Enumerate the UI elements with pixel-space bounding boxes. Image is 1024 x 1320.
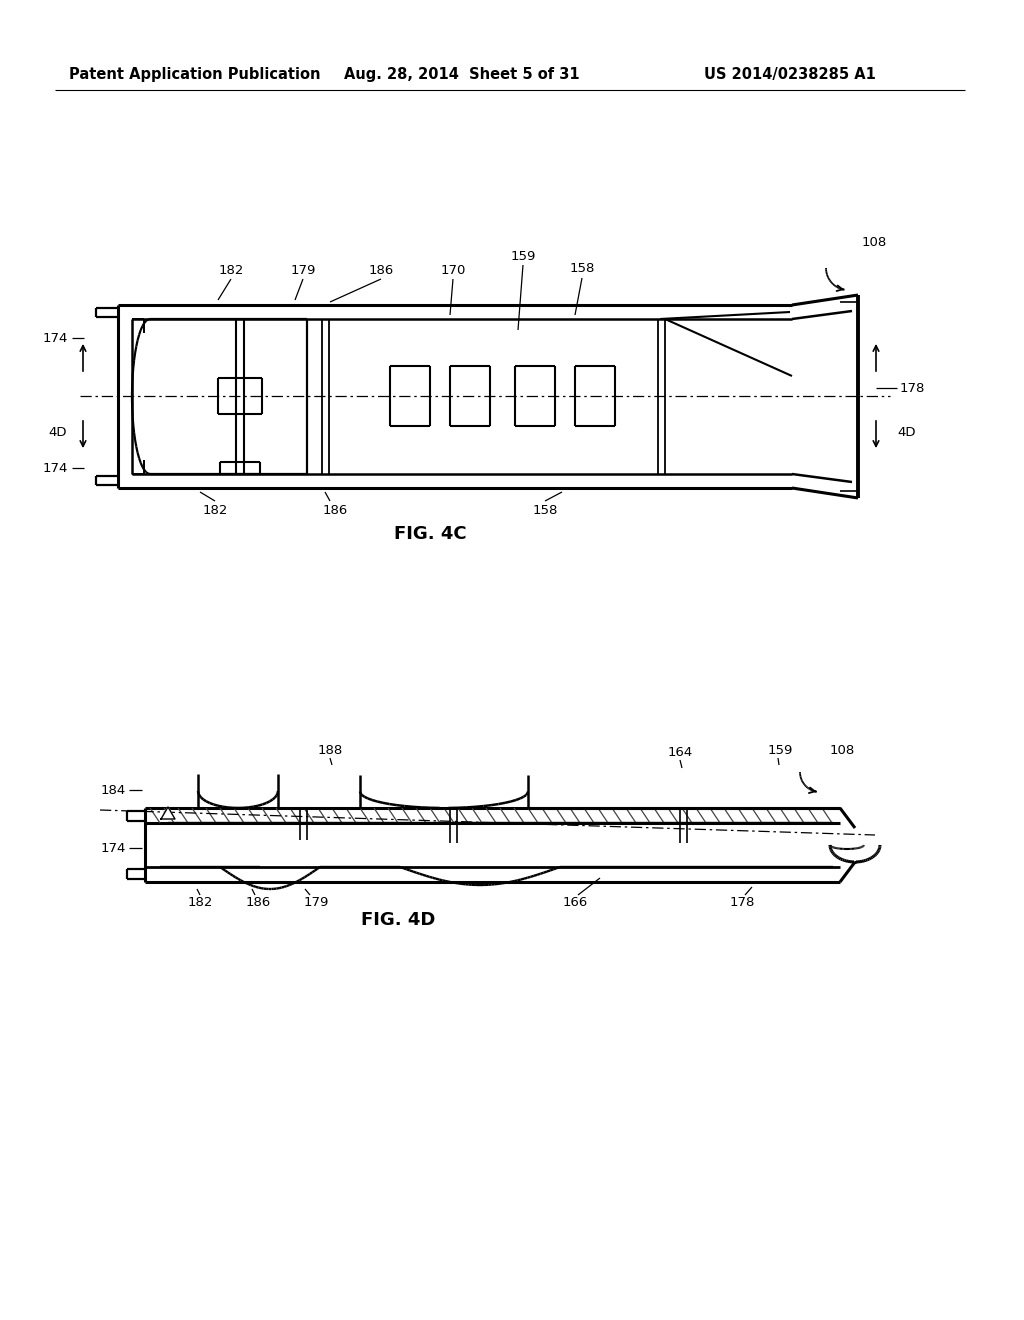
Text: 174: 174 — [43, 331, 68, 345]
Text: 4D: 4D — [897, 425, 915, 438]
Text: 179: 179 — [303, 896, 329, 909]
Text: Aug. 28, 2014  Sheet 5 of 31: Aug. 28, 2014 Sheet 5 of 31 — [344, 66, 580, 82]
Text: 179: 179 — [291, 264, 315, 276]
Text: 178: 178 — [729, 896, 755, 909]
Text: 158: 158 — [532, 503, 558, 516]
Text: 158: 158 — [569, 263, 595, 276]
Text: 174: 174 — [43, 462, 68, 474]
Polygon shape — [161, 807, 175, 818]
Text: 182: 182 — [203, 503, 227, 516]
Text: 184: 184 — [100, 784, 126, 796]
Text: US 2014/0238285 A1: US 2014/0238285 A1 — [705, 66, 876, 82]
Text: 170: 170 — [440, 264, 466, 276]
Text: 186: 186 — [369, 264, 393, 276]
Text: 108: 108 — [862, 236, 887, 249]
Text: 159: 159 — [510, 249, 536, 263]
Text: 166: 166 — [562, 896, 588, 909]
Text: 4D: 4D — [48, 425, 67, 438]
Text: FIG. 4C: FIG. 4C — [393, 525, 466, 543]
Text: 182: 182 — [187, 896, 213, 909]
Text: 108: 108 — [830, 743, 855, 756]
Text: 178: 178 — [900, 381, 926, 395]
Text: 182: 182 — [218, 264, 244, 276]
Text: 186: 186 — [246, 896, 270, 909]
Text: 186: 186 — [323, 503, 347, 516]
Text: 164: 164 — [668, 746, 693, 759]
Text: 174: 174 — [100, 842, 126, 854]
Text: FIG. 4D: FIG. 4D — [360, 911, 435, 929]
Text: Patent Application Publication: Patent Application Publication — [70, 66, 321, 82]
Text: Δ: Δ — [165, 808, 171, 817]
Text: 159: 159 — [768, 743, 794, 756]
Text: 188: 188 — [318, 743, 343, 756]
